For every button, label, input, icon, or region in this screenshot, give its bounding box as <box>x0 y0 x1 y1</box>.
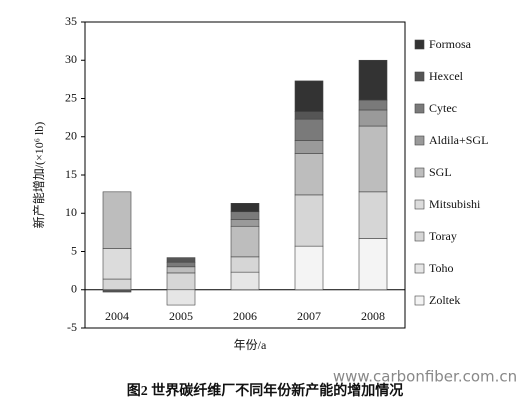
y-tick-label: 0 <box>71 282 77 296</box>
bar-segment <box>166 266 196 274</box>
legend-swatch <box>414 71 425 82</box>
bar-segment <box>230 271 260 291</box>
bar-segment <box>358 238 388 291</box>
bar-segment <box>102 289 132 293</box>
legend-label: Hexcel <box>429 69 464 83</box>
y-axis-title: 新产能增加/(×10⁶ lb) <box>31 122 46 229</box>
bar-segment <box>358 191 388 239</box>
bar-segment <box>102 278 132 291</box>
bar-segment <box>230 256 260 273</box>
legend-label: Toho <box>429 261 454 275</box>
y-tick-label: 25 <box>65 90 77 104</box>
y-tick-label: 10 <box>65 205 77 219</box>
bar-segment <box>294 80 324 112</box>
bar-segment <box>230 211 260 220</box>
legend-swatch <box>414 39 425 50</box>
legend-label: Zoltek <box>429 293 460 307</box>
legend-label: SGL <box>429 165 452 179</box>
bar-segment <box>294 245 324 291</box>
bar-segment <box>166 257 196 263</box>
bar-segment <box>166 272 196 291</box>
legend-swatch <box>414 231 425 242</box>
x-tick-label: 2008 <box>361 309 385 323</box>
bar-segment <box>358 59 388 101</box>
y-tick-label: 35 <box>65 14 77 28</box>
caption: 图2 世界碳纤维厂不同年份新产能的增加情况 <box>127 382 404 399</box>
bar-segment <box>230 225 260 258</box>
bar-segment <box>294 194 324 247</box>
legend-swatch <box>414 103 425 114</box>
bar-segment <box>294 153 324 196</box>
y-tick-label: 20 <box>65 129 77 143</box>
bar-segment <box>230 203 260 213</box>
legend-swatch <box>414 199 425 210</box>
x-tick-label: 2007 <box>297 309 321 323</box>
legend-label: Aldila+SGL <box>429 133 488 147</box>
bar-segment <box>294 140 324 154</box>
x-tick-label: 2005 <box>169 309 193 323</box>
x-axis-title: 年份/a <box>234 338 267 352</box>
legend-swatch <box>414 167 425 178</box>
x-tick-label: 2004 <box>105 309 129 323</box>
legend-swatch <box>414 295 425 306</box>
bar-segment <box>358 109 388 127</box>
y-tick-label: 30 <box>65 52 77 66</box>
legend-swatch <box>414 135 425 146</box>
bar-segment <box>102 248 132 280</box>
bar-segment <box>230 219 260 227</box>
bar-segment <box>358 125 388 193</box>
watermark: www.carbonfiber.com.cn <box>333 368 517 386</box>
x-tick-label: 2006 <box>233 309 257 323</box>
bar-segment <box>294 111 324 120</box>
bar-segment <box>166 289 196 306</box>
legend-swatch <box>414 263 425 274</box>
y-tick-label: 15 <box>65 167 77 181</box>
y-tick-label: -5 <box>67 320 77 334</box>
legend-label: Toray <box>429 229 457 243</box>
bar-segment <box>166 261 196 268</box>
bar-segment <box>358 99 388 111</box>
bar-segment <box>294 118 324 141</box>
y-tick-label: 5 <box>71 243 77 257</box>
legend-label: Cytec <box>429 101 457 115</box>
legend-label: Mitsubishi <box>429 197 481 211</box>
bar-segment <box>102 191 132 249</box>
legend-label: Formosa <box>429 37 472 51</box>
